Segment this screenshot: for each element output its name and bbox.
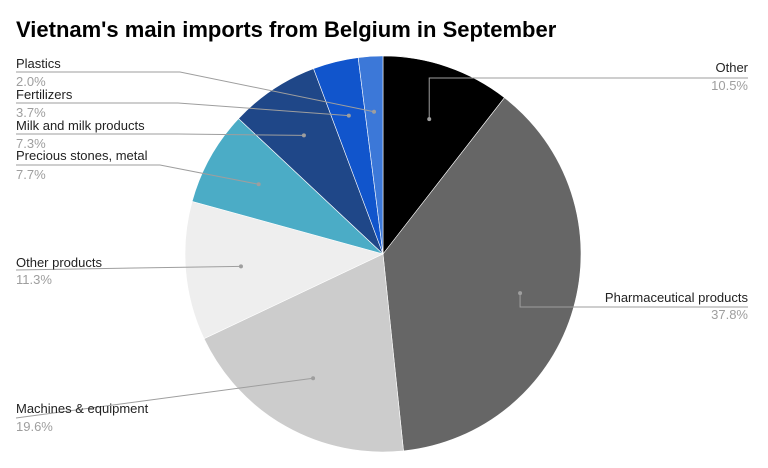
labels: Other 10.5% Pharmaceutical products 37.8% Ma…: [15, 56, 749, 434]
slice-value-precious-stones-metal: 7.7%: [16, 167, 46, 182]
leader-line-machines-equipment: [15, 377, 314, 419]
slice-value-other-products: 11.3%: [16, 272, 52, 287]
leader-dot-pharmaceutical-products: [518, 291, 523, 296]
slice-value-pharmaceutical-products: 37.8%: [711, 307, 748, 322]
slice-pharmaceutical-products: [382, 97, 582, 452]
slice-label-other-products: Other products: [16, 255, 102, 270]
slice-label-pharmaceutical-products: Pharmaceutical products: [605, 290, 749, 305]
leader-dot-fertilizers: [346, 113, 351, 118]
leader-line-precious-stones-metal: [16, 164, 259, 185]
slice-label-precious-stones-metal: Precious stones, metal: [16, 148, 148, 163]
leader-dot-precious-stones-metal: [256, 182, 261, 187]
slice-other: [382, 55, 505, 255]
slice-label-milk-and-milk-products: Milk and milk products: [16, 118, 145, 133]
slice-label-other: Other: [715, 60, 748, 75]
leader-dot-milk-and-milk-products: [301, 133, 306, 138]
slice-value-milk-and-milk-products: 7.3%: [16, 136, 46, 151]
slice-machines-equipment: [203, 253, 404, 453]
leader-dot-plastics: [372, 109, 377, 114]
leader-line-pharmaceutical-products: [519, 293, 748, 308]
slice-label-plastics: Plastics: [16, 56, 61, 71]
leader-line-milk-and-milk-products: [16, 133, 304, 136]
leader-line-other-products: [15, 265, 241, 271]
leader-dot-other-products: [238, 264, 243, 269]
slice-label-fertilizers: Fertilizers: [16, 87, 73, 102]
slice-label-machines-equipment: Machines & equipment: [16, 401, 149, 416]
chart-title: Vietnam's main imports from Belgium in S…: [16, 17, 557, 42]
leader-line-plastics: [16, 71, 375, 113]
slice-value-machines-equipment: 19.6%: [16, 419, 53, 434]
slice-precious-stones-metal: [191, 118, 384, 255]
slice-value-fertilizers: 3.7%: [16, 105, 46, 120]
slice-value-plastics: 2.0%: [16, 74, 46, 89]
leader-line-other: [428, 77, 748, 120]
leader-dot-other: [427, 117, 432, 122]
leader-line-fertilizers: [16, 102, 349, 117]
slice-value-other: 10.5%: [711, 78, 748, 93]
slice-plastics: [357, 55, 384, 255]
leader-dot-machines-equipment: [311, 376, 316, 381]
slices: [184, 55, 582, 453]
slice-other-products: [184, 201, 384, 340]
